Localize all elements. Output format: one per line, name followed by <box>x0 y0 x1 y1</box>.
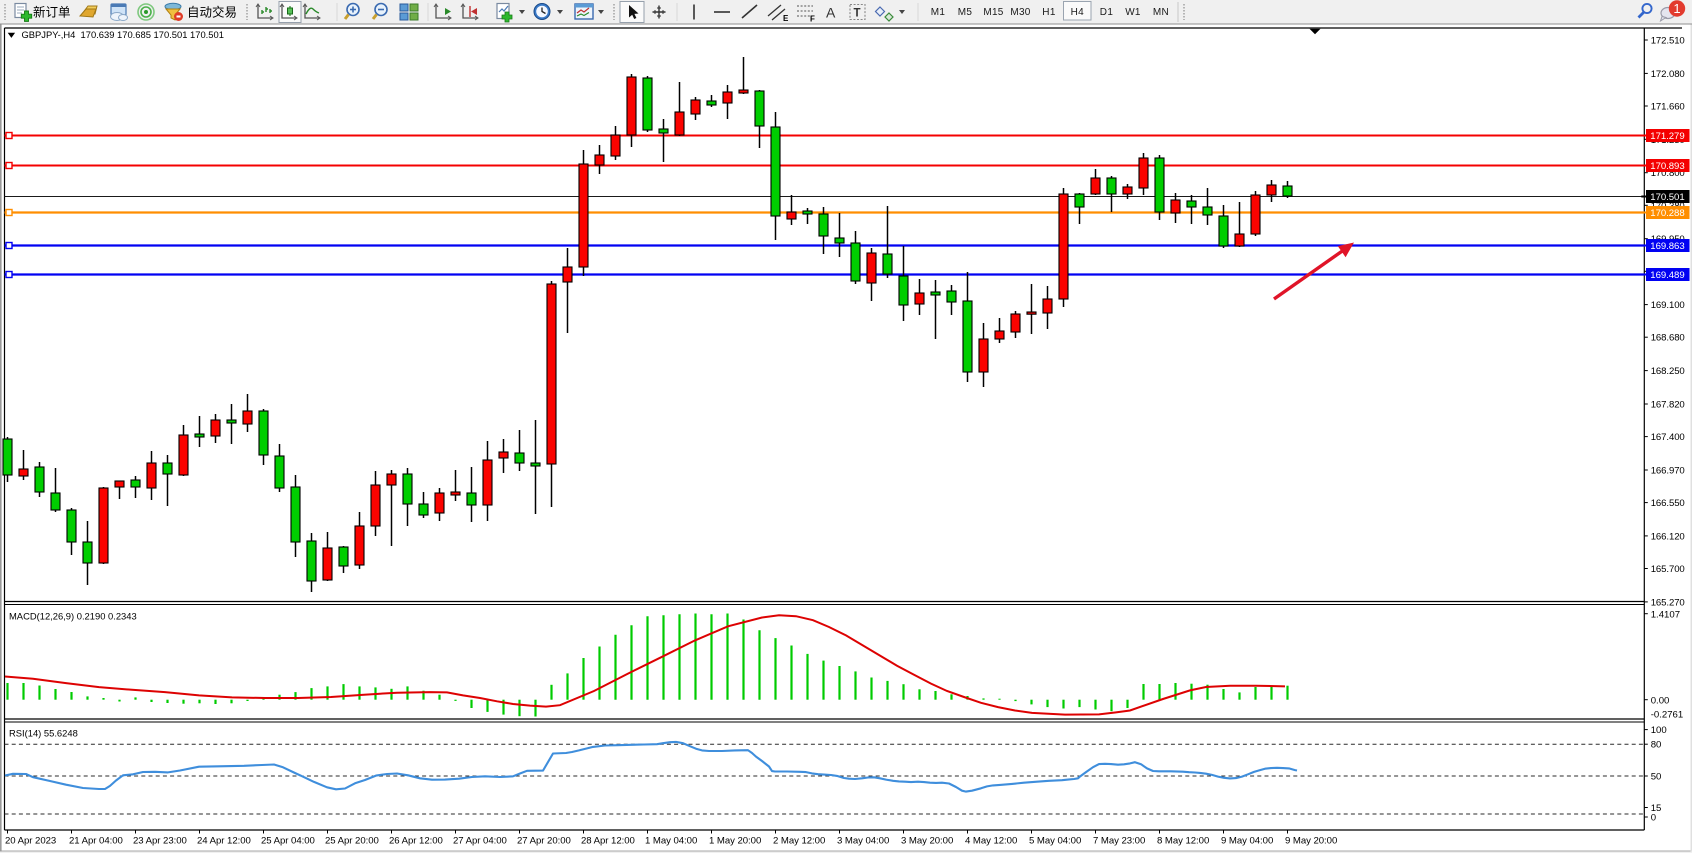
svg-text:1 May 04:00: 1 May 04:00 <box>645 836 697 847</box>
svg-text:168.680: 168.680 <box>1651 333 1685 344</box>
svg-text:7 May 23:00: 7 May 23:00 <box>1093 836 1145 847</box>
svg-text:20 Apr 2023: 20 Apr 2023 <box>5 836 56 847</box>
svg-text:1: 1 <box>1673 1 1680 16</box>
svg-text:4 May 12:00: 4 May 12:00 <box>965 836 1017 847</box>
svg-text:M1: M1 <box>931 7 946 18</box>
svg-text:D1: D1 <box>1100 7 1114 18</box>
svg-text:172.080: 172.080 <box>1651 69 1685 80</box>
svg-text:25 Apr 20:00: 25 Apr 20:00 <box>325 836 379 847</box>
svg-text:28 Apr 12:00: 28 Apr 12:00 <box>581 836 635 847</box>
svg-text:-0.2761: -0.2761 <box>1651 709 1684 720</box>
svg-text:9 May 20:00: 9 May 20:00 <box>1285 836 1337 847</box>
svg-text:1 May 20:00: 1 May 20:00 <box>709 836 761 847</box>
svg-text:27 Apr 04:00: 27 Apr 04:00 <box>453 836 507 847</box>
svg-text:5 May 04:00: 5 May 04:00 <box>1029 836 1081 847</box>
svg-text:27 Apr 20:00: 27 Apr 20:00 <box>517 836 571 847</box>
svg-text:169.863: 169.863 <box>1650 241 1684 252</box>
svg-text:E: E <box>783 14 789 23</box>
svg-text:170.501: 170.501 <box>1650 192 1684 203</box>
svg-text:80: 80 <box>1651 740 1662 751</box>
svg-text:170.288: 170.288 <box>1650 208 1684 219</box>
svg-text:167.820: 167.820 <box>1651 400 1685 411</box>
svg-text:15: 15 <box>1651 803 1662 814</box>
svg-text:M15: M15 <box>983 7 1003 18</box>
svg-text:H1: H1 <box>1042 7 1056 18</box>
svg-text:21 Apr 04:00: 21 Apr 04:00 <box>69 836 123 847</box>
svg-text:171.660: 171.660 <box>1651 102 1685 113</box>
svg-text:171.279: 171.279 <box>1650 131 1684 142</box>
svg-text:23 Apr 23:00: 23 Apr 23:00 <box>133 836 187 847</box>
svg-text:24 Apr 12:00: 24 Apr 12:00 <box>197 836 251 847</box>
svg-text:25 Apr 04:00: 25 Apr 04:00 <box>261 836 315 847</box>
svg-text:168.250: 168.250 <box>1651 366 1685 377</box>
svg-text:0.00: 0.00 <box>1651 696 1670 707</box>
svg-text:100: 100 <box>1651 725 1667 736</box>
svg-text:165.270: 165.270 <box>1651 597 1685 608</box>
svg-text:M5: M5 <box>958 7 973 18</box>
svg-text:8 May 12:00: 8 May 12:00 <box>1157 836 1209 847</box>
svg-text:3 May 04:00: 3 May 04:00 <box>837 836 889 847</box>
svg-text:RSI(14) 55.6248: RSI(14) 55.6248 <box>9 728 78 739</box>
svg-text:1.4107: 1.4107 <box>1651 610 1680 621</box>
svg-text:MACD(12,26,9) 0.2190 0.2343: MACD(12,26,9) 0.2190 0.2343 <box>9 611 137 622</box>
svg-text:172.510: 172.510 <box>1651 36 1685 47</box>
svg-text:H4: H4 <box>1071 7 1085 18</box>
svg-text:T: T <box>854 8 861 20</box>
svg-text:169.489: 169.489 <box>1650 270 1684 281</box>
svg-text:GBPJPY-,H4 170.639 170.685 17: GBPJPY-,H4 170.639 170.685 170.501 170.5… <box>22 29 224 40</box>
svg-text:2 May 12:00: 2 May 12:00 <box>773 836 825 847</box>
svg-text:50: 50 <box>1651 772 1662 783</box>
svg-text:169.100: 169.100 <box>1651 300 1685 311</box>
svg-text:170.893: 170.893 <box>1650 161 1684 172</box>
svg-text:166.550: 166.550 <box>1651 498 1685 509</box>
svg-text:新订单: 新订单 <box>33 5 71 20</box>
svg-text:MN: MN <box>1153 7 1169 18</box>
svg-text:M30: M30 <box>1010 7 1030 18</box>
svg-text:26 Apr 12:00: 26 Apr 12:00 <box>389 836 443 847</box>
svg-text:A: A <box>826 5 836 21</box>
svg-text:166.970: 166.970 <box>1651 466 1685 477</box>
svg-text:167.400: 167.400 <box>1651 432 1685 443</box>
svg-text:0: 0 <box>1651 813 1656 824</box>
svg-text:3 May 20:00: 3 May 20:00 <box>901 836 953 847</box>
svg-text:165.700: 165.700 <box>1651 564 1685 575</box>
svg-text:170.800: 170.800 <box>1651 168 1685 179</box>
svg-text:9 May 04:00: 9 May 04:00 <box>1221 836 1273 847</box>
svg-text:166.120: 166.120 <box>1651 531 1685 542</box>
svg-text:W1: W1 <box>1125 7 1141 18</box>
svg-text:自动交易: 自动交易 <box>187 5 237 20</box>
svg-text:F: F <box>810 15 815 24</box>
